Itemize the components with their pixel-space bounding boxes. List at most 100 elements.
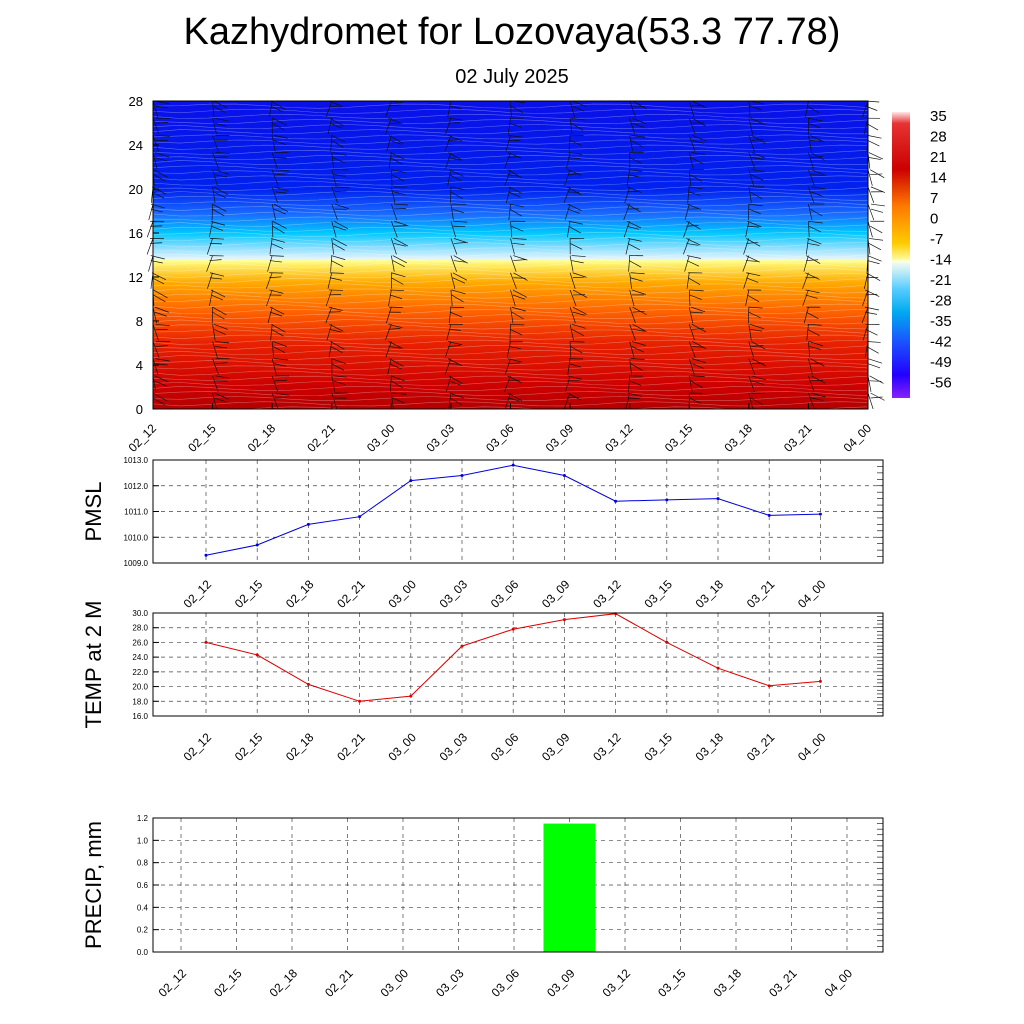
wind-barb xyxy=(446,375,452,392)
wind-barb-flag xyxy=(270,243,284,250)
x-tick-label: 03_21 xyxy=(744,577,778,611)
wind-barb xyxy=(748,100,751,118)
isotherm xyxy=(152,165,869,171)
wind-barb-flag xyxy=(391,272,406,278)
wind-barb xyxy=(326,324,333,341)
wind-barb xyxy=(688,341,696,358)
precip-bar xyxy=(543,823,596,952)
wind-barb-flag xyxy=(329,117,345,127)
wind-barb-flag xyxy=(331,358,346,365)
wind-barb-flag xyxy=(215,375,230,379)
wind-barb-flag xyxy=(329,328,342,333)
isotherm xyxy=(152,278,869,284)
wind-barb-flag xyxy=(686,255,702,259)
wind-barb xyxy=(450,255,457,272)
wind-barb xyxy=(390,375,392,392)
x-tick-label: 03_21 xyxy=(766,966,800,1000)
wind-barb-flag xyxy=(215,152,230,154)
wind-barb xyxy=(267,307,273,324)
wind-barb-flag xyxy=(805,294,818,299)
wind-barb-flag xyxy=(507,174,520,177)
wind-barb-flag xyxy=(333,220,349,230)
wind-barb-flag xyxy=(210,225,224,231)
y-tick-label: 12 xyxy=(129,270,143,285)
wind-barb-flag xyxy=(275,169,290,172)
wind-barb xyxy=(803,255,809,272)
x-tick-label: 03_00 xyxy=(385,730,419,764)
x-tick-label: 02_21 xyxy=(304,421,338,455)
y-tick-label: 0.6 xyxy=(137,881,149,890)
wind-barb xyxy=(626,169,631,186)
wind-barb-flag xyxy=(449,169,464,177)
wind-barb-flag xyxy=(212,306,227,316)
wind-barb-flag xyxy=(209,277,223,280)
wind-barb xyxy=(748,341,754,358)
wind-barb xyxy=(569,118,573,135)
wind-barb xyxy=(629,341,635,358)
wind-barb-flag xyxy=(811,379,824,382)
wind-barb-flag xyxy=(451,294,464,303)
wind-barb xyxy=(862,324,869,341)
panel-frame xyxy=(152,612,884,717)
wind-barb-flag xyxy=(212,311,225,320)
data-point xyxy=(716,497,720,501)
wind-barb-flag xyxy=(810,208,823,217)
wind-barb xyxy=(563,392,571,410)
wind-barb xyxy=(863,118,869,135)
wind-barb-flag xyxy=(626,220,642,229)
y-tick-label: 20 xyxy=(129,182,143,197)
wind-barb xyxy=(863,272,869,289)
x-tick-label: 02_15 xyxy=(185,421,219,455)
wind-barb xyxy=(270,324,273,341)
wind-barb-flag xyxy=(388,104,401,107)
wind-barb-flag xyxy=(690,380,703,389)
wind-barb-flag xyxy=(272,117,287,126)
wind-barb xyxy=(623,203,630,221)
wind-barb-flag xyxy=(512,238,527,240)
wind-barb-flag xyxy=(333,375,348,378)
wind-barb xyxy=(569,272,576,289)
wind-barb xyxy=(862,289,869,307)
wind-barb xyxy=(148,255,154,272)
wind-barb xyxy=(748,375,755,392)
wind-barb-flag xyxy=(394,203,409,206)
y-tick-label: 16 xyxy=(129,226,143,241)
wind-barb-flag xyxy=(452,277,466,284)
x-tick-label: 03_15 xyxy=(662,421,696,455)
wind-barb-flag xyxy=(269,255,284,257)
wind-barb-flag xyxy=(686,243,699,246)
colorbar-label: 0 xyxy=(930,211,938,228)
wind-barb xyxy=(330,135,333,152)
wind-barb-flag xyxy=(509,208,522,217)
wind-barb-flag xyxy=(273,208,287,215)
wind-barb-flag xyxy=(448,375,463,384)
wind-barb xyxy=(388,289,392,307)
x-tick-label: 03_09 xyxy=(544,966,578,1000)
wind-barb-flag xyxy=(747,225,760,228)
wind-barb-flag xyxy=(572,311,585,316)
wind-barb-flag xyxy=(507,152,522,159)
wind-barb-flag xyxy=(865,293,878,296)
wind-barb-flag xyxy=(864,311,878,315)
isotherm xyxy=(152,134,869,140)
wind-barb-flag xyxy=(329,122,343,129)
data-point xyxy=(818,679,822,683)
wind-barb-flag xyxy=(328,294,341,296)
wind-barb-flag xyxy=(870,208,884,213)
wind-barb-flag xyxy=(806,311,819,320)
x-tick-label: 02_15 xyxy=(232,577,266,611)
wind-barb xyxy=(331,186,338,204)
wind-barb-flag xyxy=(567,173,580,176)
wind-barb xyxy=(569,100,575,118)
data-point xyxy=(767,684,771,688)
wind-barb-flag xyxy=(209,272,225,277)
wind-barb-flag xyxy=(272,122,285,131)
wind-barb-flag xyxy=(155,358,170,362)
wind-barb-flag xyxy=(508,186,523,194)
wind-barb-flag xyxy=(805,255,821,264)
x-tick-label: 03_18 xyxy=(693,730,727,764)
wind-barb-flag xyxy=(389,294,403,300)
colorbar-label: -49 xyxy=(930,354,952,371)
wind-barb-flag xyxy=(808,117,823,122)
wind-barb-flag xyxy=(270,100,285,110)
